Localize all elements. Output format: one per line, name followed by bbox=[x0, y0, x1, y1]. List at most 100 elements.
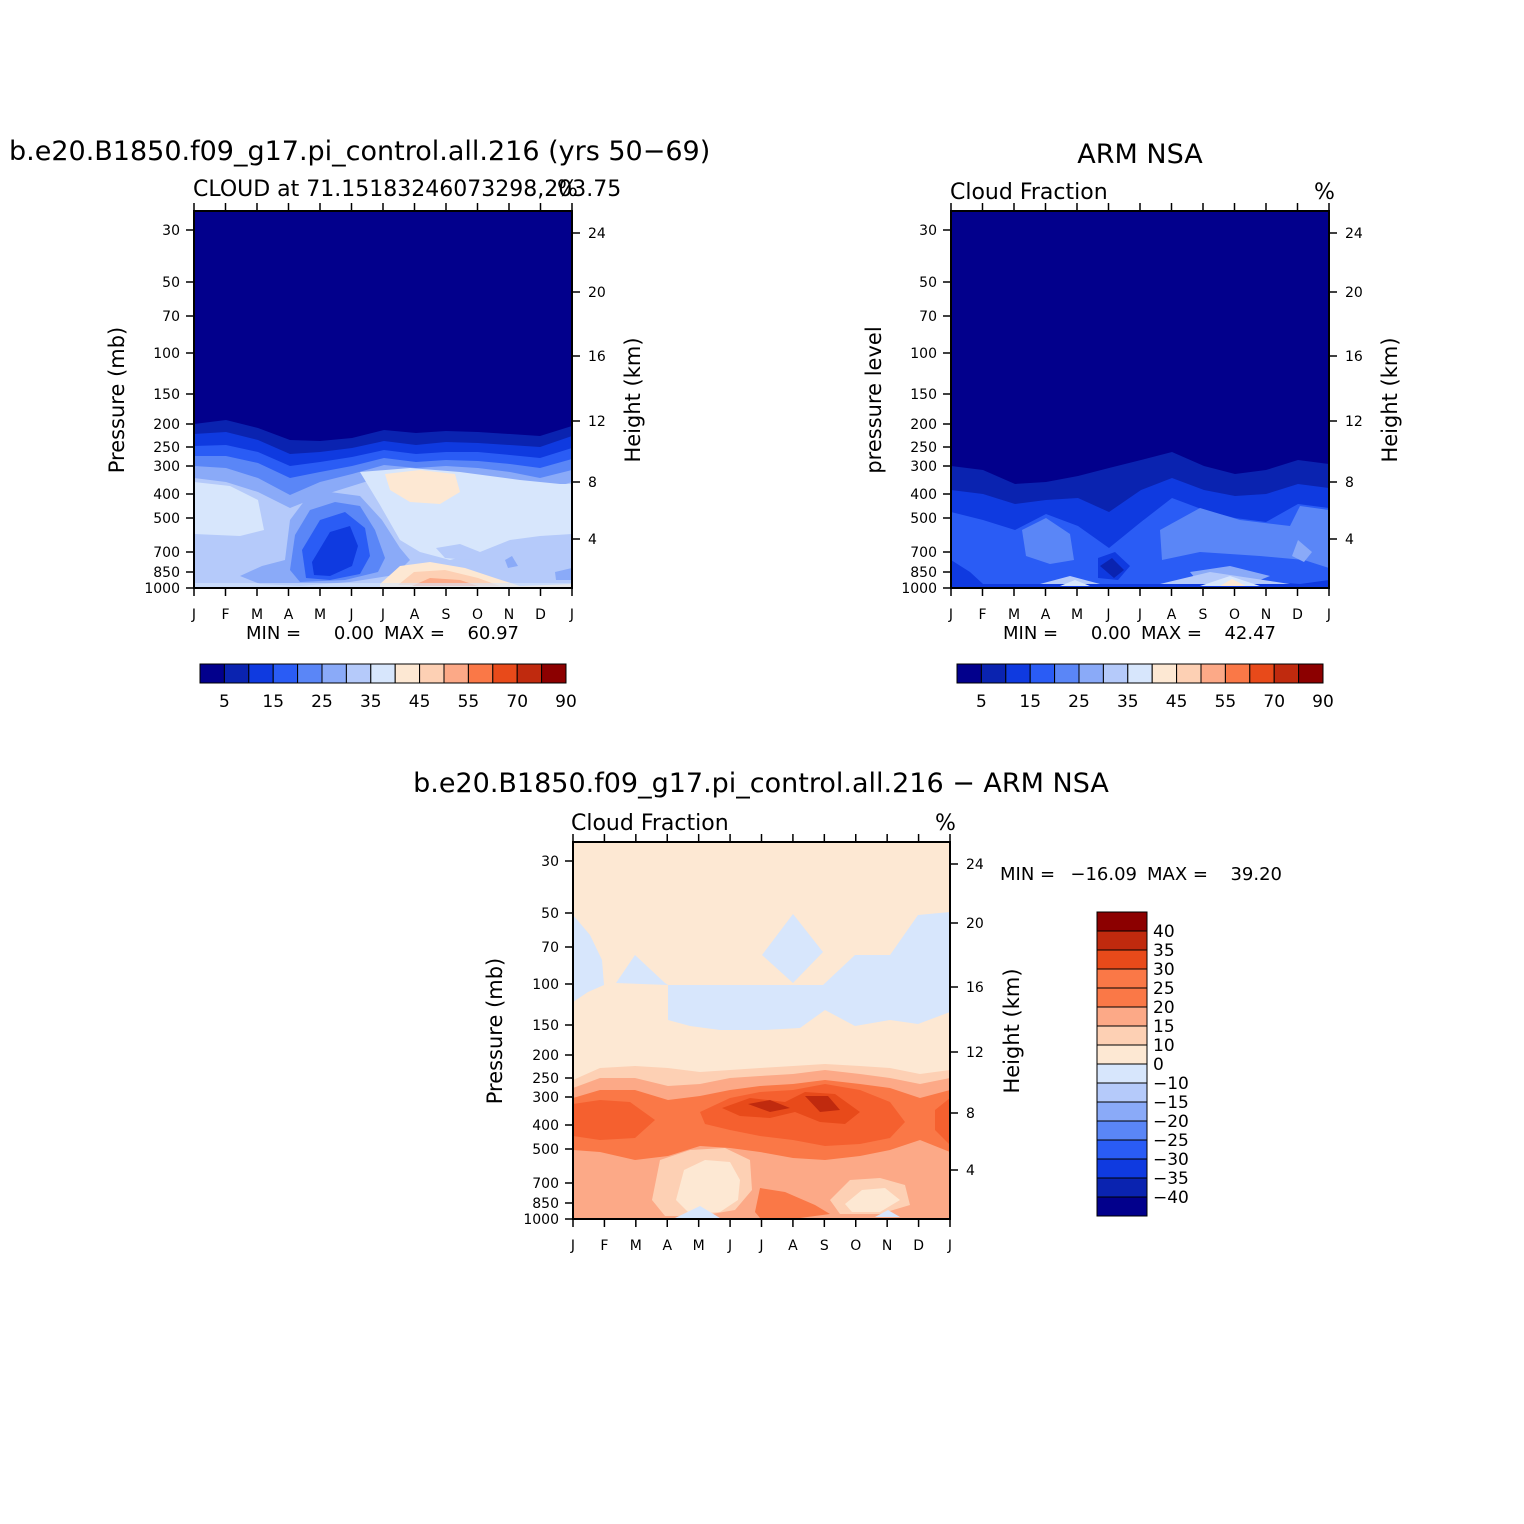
panel-diff-title: b.e20.B1850.f09_g17.pi_control.all.216 −… bbox=[413, 768, 1109, 799]
panel-diff: b.e20.B1850.f09_g17.pi_control.all.216 −… bbox=[413, 768, 1282, 1254]
panel-diff-ylabel: Pressure (mb) bbox=[483, 958, 507, 1105]
colorbar-swatch bbox=[1096, 911, 1148, 932]
panel-obs-ylabel-right: Height (km) bbox=[1378, 337, 1402, 462]
colorbar-swatch bbox=[394, 663, 421, 684]
colorbar-label: 45 bbox=[409, 692, 431, 712]
contour-level-neg0to10-left bbox=[573, 915, 604, 1002]
contour-surface bbox=[194, 583, 572, 588]
y-tick-label: 250 bbox=[153, 440, 180, 456]
y-tick-label: 700 bbox=[910, 545, 937, 561]
panel-obs-contours bbox=[951, 211, 1329, 588]
y-tick-label: 100 bbox=[153, 346, 180, 362]
colorbar-swatch bbox=[1298, 663, 1324, 684]
colorbar-label: −15 bbox=[1153, 1093, 1189, 1113]
colorbar-label: −20 bbox=[1153, 1112, 1189, 1132]
x-tick-label: N bbox=[882, 1238, 892, 1254]
y-tick-label: 250 bbox=[910, 440, 937, 456]
colorbar-label: 15 bbox=[1019, 692, 1041, 712]
x-tick-label: A bbox=[788, 1238, 798, 1254]
colorbar-label: 35 bbox=[1117, 692, 1139, 712]
y-right-tick-label: 20 bbox=[1345, 285, 1363, 301]
colorbar-swatch bbox=[1102, 663, 1129, 684]
x-tick-label: J bbox=[569, 607, 574, 623]
x-tick-label: M bbox=[251, 607, 263, 623]
y-tick-label: 1000 bbox=[523, 1212, 559, 1228]
colorbar-swatch bbox=[1096, 1044, 1148, 1065]
colorbar-swatch bbox=[1096, 968, 1148, 989]
x-tick-label: M bbox=[630, 1238, 642, 1254]
colorbar-label: 5 bbox=[976, 692, 987, 712]
panel-diff-contours bbox=[573, 842, 950, 1219]
panel-diff-units: % bbox=[935, 811, 956, 836]
x-tick-label: D bbox=[913, 1238, 924, 1254]
x-tick-label: J bbox=[948, 607, 953, 623]
colorbar-swatch bbox=[1096, 1025, 1148, 1046]
x-tick-label: M bbox=[693, 1238, 705, 1254]
x-tick-label: J bbox=[380, 607, 385, 623]
panel-diff-max-value: 39.20 bbox=[1230, 864, 1282, 885]
y-tick-label: 500 bbox=[153, 511, 180, 527]
panel-model-ylabel: Pressure (mb) bbox=[105, 327, 129, 474]
colorbar-swatch bbox=[321, 663, 347, 684]
y-right-tick-label: 20 bbox=[966, 916, 984, 932]
y-tick-label: 150 bbox=[910, 387, 937, 403]
colorbar-swatch bbox=[1273, 663, 1300, 684]
x-tick-label: M bbox=[1008, 607, 1020, 623]
colorbar-label: 25 bbox=[311, 692, 333, 712]
colorbar-swatch bbox=[272, 663, 299, 684]
panel-obs-min-value: 0.00 bbox=[1091, 623, 1131, 644]
y-tick-label: 200 bbox=[153, 417, 180, 433]
colorbar-swatch bbox=[1096, 1063, 1148, 1084]
y-right-tick-label: 8 bbox=[588, 475, 597, 491]
contour-level-neg0to10-upper bbox=[616, 912, 950, 1030]
colorbar-swatch bbox=[1176, 663, 1202, 684]
colorbar-swatch bbox=[541, 663, 567, 684]
x-tick-label: J bbox=[727, 1238, 732, 1254]
colorbar-label: −40 bbox=[1153, 1188, 1189, 1208]
y-right-tick-label: 12 bbox=[966, 1045, 984, 1061]
panel-obs-min-label: MIN = bbox=[1003, 623, 1058, 644]
x-tick-label: O bbox=[1229, 607, 1240, 623]
y-tick-label: 70 bbox=[919, 309, 937, 325]
colorbar-label: 15 bbox=[1153, 1017, 1175, 1037]
contour-level-7 bbox=[194, 468, 572, 560]
y-right-tick-label: 4 bbox=[1345, 532, 1354, 548]
colorbar-swatch bbox=[516, 663, 543, 684]
panel-diff-max-label: MAX = bbox=[1147, 864, 1208, 885]
y-right-tick-label: 8 bbox=[966, 1106, 975, 1122]
y-tick-label: 100 bbox=[910, 346, 937, 362]
panel-obs-colorbar: 5 15 25 35 45 55 70 90 bbox=[956, 663, 1334, 712]
x-tick-label: J bbox=[191, 607, 196, 623]
colorbar-swatch bbox=[1005, 663, 1031, 684]
y-tick-label: 500 bbox=[910, 511, 937, 527]
panel-obs-max-value: 42.47 bbox=[1224, 623, 1276, 644]
colorbar-label: −25 bbox=[1153, 1131, 1189, 1151]
colorbar-swatch bbox=[199, 663, 225, 684]
colorbar-swatch bbox=[1096, 1158, 1148, 1179]
x-tick-label: A bbox=[662, 1238, 672, 1254]
colorbar-label: 70 bbox=[1263, 692, 1285, 712]
panel-diff-ylabel-right: Height (km) bbox=[1000, 968, 1024, 1093]
y-right-tick-label: 24 bbox=[588, 226, 606, 242]
colorbar-swatch bbox=[1096, 1177, 1148, 1198]
colorbar-swatch bbox=[297, 663, 323, 684]
colorbar-swatch bbox=[1029, 663, 1056, 684]
contour-level-2b bbox=[312, 526, 358, 576]
colorbar-label: 40 bbox=[1153, 922, 1175, 942]
panel-model-contours bbox=[194, 211, 572, 588]
contour-level-0to10-low bbox=[676, 1160, 900, 1214]
x-tick-label: J bbox=[1326, 607, 1331, 623]
y-tick-label: 850 bbox=[532, 1196, 559, 1212]
colorbar-swatch bbox=[223, 663, 250, 684]
y-right-tick-label: 24 bbox=[966, 857, 984, 873]
y-right-tick-label: 4 bbox=[588, 532, 597, 548]
colorbar-swatch bbox=[1096, 1139, 1148, 1160]
colorbar-label: 35 bbox=[1153, 941, 1175, 961]
y-right-tick-label: 12 bbox=[1345, 414, 1363, 430]
colorbar-swatch bbox=[1096, 1120, 1148, 1141]
y-tick-label: 100 bbox=[532, 977, 559, 993]
x-tick-label: F bbox=[978, 607, 986, 623]
colorbar-swatch bbox=[1096, 1196, 1148, 1217]
